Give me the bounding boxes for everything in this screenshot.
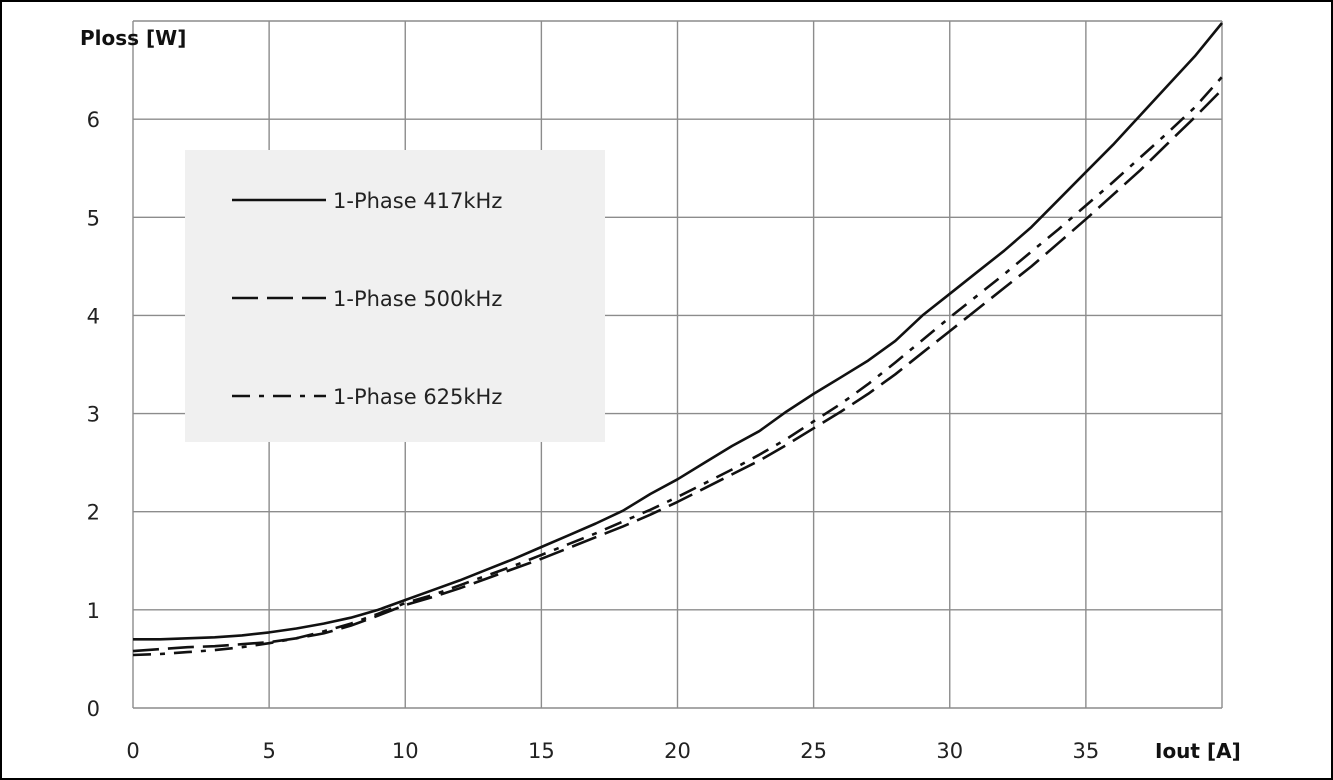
x-tick-label: 20	[664, 739, 691, 763]
series-line-3	[132, 76, 1223, 657]
series-line-1	[133, 22, 1224, 641]
legend-label-2: 1-Phase 500kHz	[333, 287, 502, 311]
series-group	[132, 22, 1224, 657]
y-tick-label: 6	[87, 108, 100, 132]
legend-label-3: 1-Phase 625kHz	[333, 385, 502, 409]
x-tick-label: 5	[262, 739, 275, 763]
x-axis-label: Iout [A]	[1155, 739, 1241, 763]
legend: 1-Phase 417kHz 1-Phase 500kHz 1-Phase 625k…	[185, 150, 605, 442]
y-axis-label: Ploss [W]	[80, 26, 186, 50]
x-tick-label: 10	[392, 739, 419, 763]
y-tick-label: 1	[87, 599, 100, 623]
x-tick-label: 30	[936, 739, 963, 763]
x-tick-label: 15	[528, 739, 555, 763]
series-line-2	[132, 88, 1223, 653]
x-tick-label: 0	[126, 739, 139, 763]
legend-box	[185, 150, 605, 442]
y-tick-label: 3	[87, 403, 100, 427]
y-tick-label: 2	[87, 501, 100, 525]
tick-labels: 0 5 10 15 20 25 30 35 0 1 2 3 4 5 6	[87, 108, 1100, 763]
y-tick-label: 0	[87, 697, 100, 721]
legend-label-1: 1-Phase 417kHz	[333, 189, 502, 213]
y-tick-label: 5	[87, 206, 100, 230]
x-tick-label: 35	[1073, 739, 1100, 763]
x-tick-label: 25	[800, 739, 827, 763]
y-tick-label: 4	[87, 304, 100, 328]
